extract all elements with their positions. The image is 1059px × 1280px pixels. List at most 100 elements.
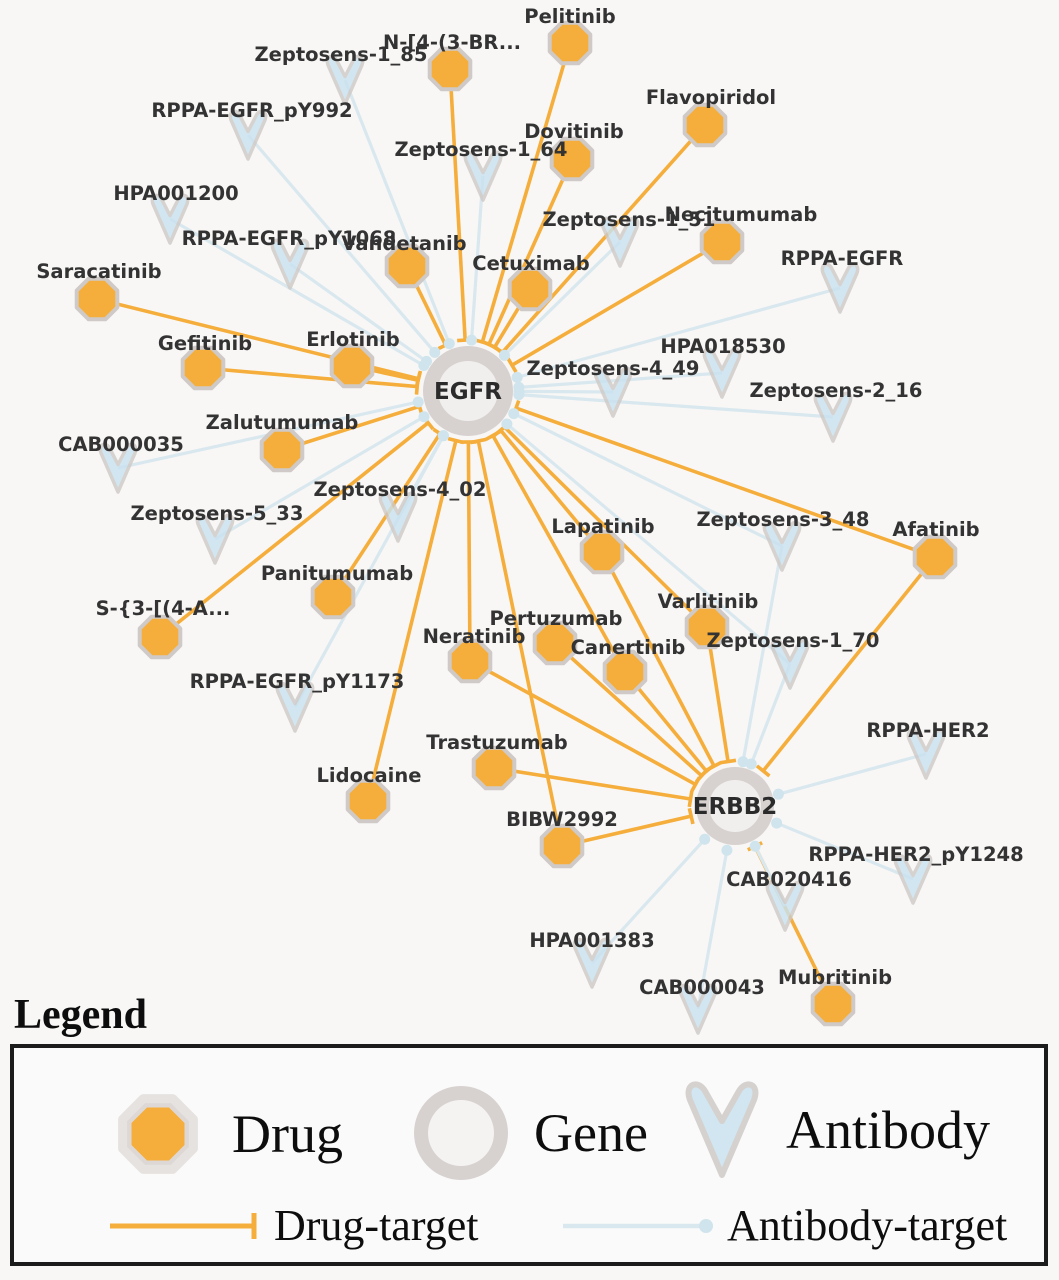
drug-node-lapatinib xyxy=(579,529,625,575)
antibody-target-edge-icon xyxy=(563,1218,713,1233)
drug-node-gefitinib xyxy=(180,345,226,391)
node-label-zeptosens-4-02: Zeptosens-4_02 xyxy=(314,478,487,501)
drug-node-afatinib xyxy=(912,534,958,580)
legend-heading: Legend xyxy=(14,992,148,1038)
drug-node-n-4-3-br xyxy=(427,46,473,92)
dot-arrowhead-hpa001383-erbb2 xyxy=(699,833,711,845)
gene-label-erbb2: ERBB2 xyxy=(693,794,778,820)
node-label-panitumumab: Panitumumab xyxy=(261,562,413,585)
edge-varlitinib-erbb2 xyxy=(705,626,730,762)
edge-lidocaine-egfr xyxy=(366,440,458,802)
edge-n-4-3-br-egfr xyxy=(448,68,467,341)
drug-node-panitumumab xyxy=(310,574,356,620)
antibody-node-rppa-her2-py1248 xyxy=(893,853,933,905)
edge-neratinib-erbb2 xyxy=(469,659,697,786)
node-label-necitumumab: Necitumumab xyxy=(665,203,818,226)
edge-cab000043-erbb2 xyxy=(696,849,729,1010)
edge-dovitinib-egfr xyxy=(487,158,574,346)
dot-arrowhead-rppa-egfr-py1068-egfr xyxy=(420,355,432,367)
node-label-zeptosens-4-49: Zeptosens-4_49 xyxy=(527,357,700,380)
node-label-zeptosens-3-48: Zeptosens-3_48 xyxy=(697,508,870,531)
drug-node-dovitinib xyxy=(549,136,595,182)
edge-canertinib-egfr xyxy=(491,434,627,673)
drug-node-icon xyxy=(118,1094,198,1174)
drug-node-s-3-4-a xyxy=(137,614,183,660)
node-label-zeptosens-1-70: Zeptosens-1_70 xyxy=(707,629,880,652)
drug-node-zalutumumab xyxy=(259,427,305,473)
node-label-bibw2992: BIBW2992 xyxy=(506,808,618,831)
legend-box: Drug Gene Antibody Drug-target xyxy=(10,1044,1048,1266)
node-label-trastuzumab: Trastuzumab xyxy=(426,731,567,754)
antibody-node-rppa-egfr-py1068 xyxy=(270,238,310,290)
node-label-cab020416: CAB020416 xyxy=(726,868,852,891)
edge-zeptosens-1-70-erbb2 xyxy=(749,663,792,765)
node-label-hpa001383: HPA001383 xyxy=(529,929,654,952)
edge-lapatinib-egfr xyxy=(499,429,604,554)
dot-arrowhead-zeptosens-3-48-egfr xyxy=(508,408,520,420)
edge-rppa-her2-erbb2 xyxy=(777,752,927,796)
node-label-gefitinib: Gefitinib xyxy=(158,332,252,355)
antibody-node-cab000043 xyxy=(678,983,718,1035)
tee-arrowhead-afatinib-erbb2 xyxy=(755,764,771,778)
node-label-pertuzumab: Pertuzumab xyxy=(489,607,622,630)
node-label-cab000043: CAB000043 xyxy=(639,976,765,999)
node-label-zeptosens-1-51: Zeptosens-1_51 xyxy=(543,208,716,231)
dot-arrowhead-zeptosens-1-85-egfr xyxy=(443,338,455,350)
antibody-node-hpa001200 xyxy=(150,193,190,245)
node-layer xyxy=(74,20,958,1035)
legend-item-antibody: Antibody xyxy=(676,1076,990,1184)
node-label-zeptosens-5-33: Zeptosens-5_33 xyxy=(131,502,304,525)
legend-item-gene: Gene xyxy=(406,1078,648,1188)
edge-pelitinib-egfr xyxy=(480,42,572,343)
antibody-node-zeptosens-1-51 xyxy=(600,216,640,268)
node-label-cab000035: CAB000035 xyxy=(58,433,184,456)
legend-item-antibody-target: Antibody-target xyxy=(559,1200,1007,1251)
edge-zeptosens-1-70-egfr xyxy=(505,422,792,666)
node-label-rppa-egfr: RPPA-EGFR xyxy=(781,247,904,270)
edge-rppa-egfr-py1173-egfr xyxy=(293,434,445,708)
node-label-flavopiridol: Flavopiridol xyxy=(646,86,776,109)
edge-zeptosens-5-33-egfr xyxy=(214,415,425,541)
edge-zeptosens-3-48-egfr xyxy=(513,412,783,548)
drug-node-pertuzumab xyxy=(532,620,578,666)
edge-rppa-egfr-py1068-egfr xyxy=(289,262,428,363)
edge-rppa-egfr-py992-egfr xyxy=(246,133,436,354)
drug-node-trastuzumab xyxy=(471,745,517,791)
node-label-pelitinib: Pelitinib xyxy=(524,5,615,28)
edge-layer xyxy=(96,42,937,1010)
antibody-node-rppa-egfr-py1173 xyxy=(275,681,315,733)
gene-node-icon xyxy=(414,1086,508,1180)
edge-zeptosens-1-85-egfr xyxy=(343,79,451,345)
gene-node-inner-erbb2 xyxy=(709,780,761,832)
antibody-node-rppa-egfr-py992 xyxy=(228,109,268,161)
node-label-hpa018530: HPA018530 xyxy=(660,335,785,358)
drug-node-bibw2992 xyxy=(539,823,585,869)
drug-node-neratinib xyxy=(447,638,493,684)
edge-trastuzumab-erbb2 xyxy=(493,766,691,801)
antibody-node-rppa-her2 xyxy=(906,728,946,780)
antibody-node-zeptosens-1-64 xyxy=(463,150,503,202)
node-label-hpa001200: HPA001200 xyxy=(113,182,238,205)
tee-arrowhead-erlotinib-egfr xyxy=(414,372,422,389)
node-label-cetuximab: Cetuximab xyxy=(472,252,589,275)
drug-node-canertinib xyxy=(602,649,648,695)
legend-label-drug-target: Drug-target xyxy=(274,1201,479,1250)
node-label-dovitinib: Dovitinib xyxy=(524,120,624,143)
dot-arrowhead-rppa-egfr-py992-egfr xyxy=(429,346,441,358)
drug-target-edge-icon xyxy=(110,1212,257,1239)
dot-arrowhead-cab000043-erbb2 xyxy=(721,844,733,856)
tee-arrowhead-trastuzumab-erbb2 xyxy=(687,790,694,808)
node-label-erlotinib: Erlotinib xyxy=(306,328,400,351)
node-label-saracatinib: Saracatinib xyxy=(36,260,161,283)
node-label-mubritinib: Mubritinib xyxy=(778,966,892,989)
antibody-node-zeptosens-4-02 xyxy=(378,491,418,543)
antibody-node-cab020416 xyxy=(765,880,805,932)
legend-label-drug: Drug xyxy=(232,1104,343,1164)
tee-arrowhead-bibw2992-egfr xyxy=(470,437,487,445)
dot-arrowhead-zeptosens-1-64-egfr xyxy=(466,334,478,346)
node-label-rppa-egfr-py992: RPPA-EGFR_pY992 xyxy=(151,99,352,122)
drug-node-necitumumab xyxy=(699,219,745,265)
